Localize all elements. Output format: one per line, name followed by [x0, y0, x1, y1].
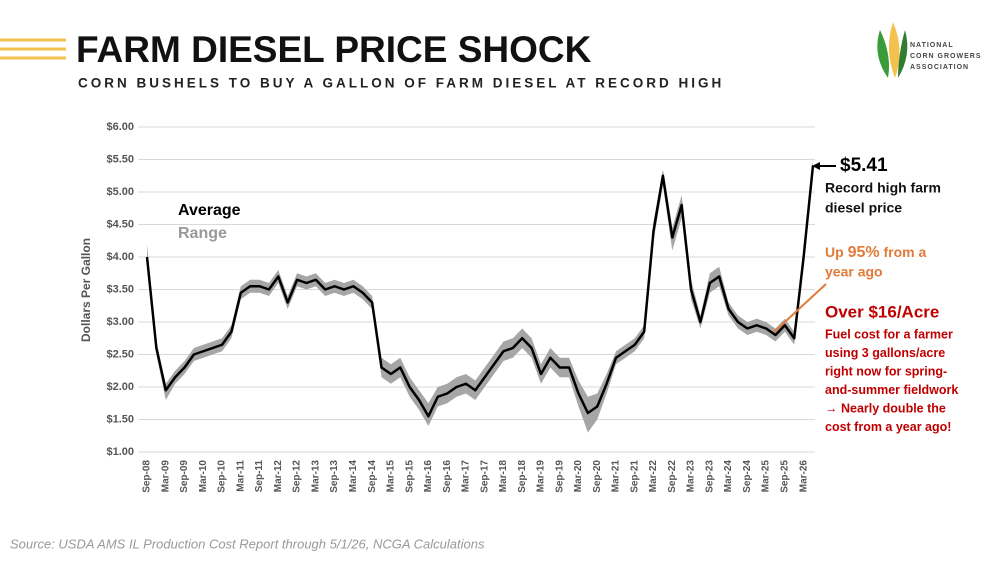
- x-tick-label: Mar-12: [273, 460, 284, 493]
- logo-cob: [888, 22, 900, 78]
- y-tick-label: $5.50: [106, 153, 134, 165]
- subtitle: CORN BUSHELS TO BUY A GALLON OF FARM DIE…: [78, 76, 724, 91]
- annotation-block: Fuel cost for a farmer using 3 gallons/ac…: [825, 327, 958, 434]
- x-tick-label: Mar-16: [423, 460, 434, 493]
- annotation: Up 95% from a: [825, 244, 926, 262]
- pointer: [773, 283, 827, 333]
- x-tick-label: Mar-20: [573, 460, 584, 493]
- x-tick-label: Mar-09: [160, 460, 171, 493]
- x-tick-label: Mar-11: [235, 460, 246, 492]
- x-tick-label: Sep-25: [779, 460, 790, 493]
- x-tick-label: Sep-21: [629, 460, 640, 493]
- x-tick-label: Mar-26: [798, 460, 809, 493]
- y-tick-label: $3.50: [106, 283, 134, 295]
- annotation-part: Up: [825, 244, 848, 260]
- x-tick-label: Mar-23: [686, 460, 697, 493]
- x-tick-label: Sep-10: [217, 460, 228, 493]
- y-tick-label: $5.00: [106, 186, 134, 198]
- y-tick-label: $4.50: [106, 218, 134, 230]
- annotation-line: using 3 gallons/acre: [825, 346, 945, 360]
- annotation: Over $16/Acre: [825, 302, 939, 321]
- annotation: $5.41: [840, 155, 888, 176]
- range-band: [147, 159, 813, 433]
- x-tick-label: Mar-24: [723, 460, 734, 493]
- y-tick-label: $1.00: [106, 446, 134, 458]
- logo-text: CORN GROWERS: [910, 53, 982, 60]
- annotation: diesel price: [825, 200, 902, 216]
- x-tick-label: Mar-21: [611, 460, 622, 493]
- annotation-line: Fuel cost for a farmer: [825, 327, 953, 341]
- x-tick-label: Mar-13: [310, 460, 321, 493]
- x-tick-label: Sep-13: [329, 460, 340, 493]
- title: FARM DIESEL PRICE SHOCK: [76, 29, 592, 70]
- title-bars: [0, 38, 66, 60]
- annotation-line: and-summer fieldwork: [825, 383, 958, 397]
- x-tick-label: Mar-10: [198, 460, 209, 493]
- logo: NATIONAL CORN GROWERS ASSOCIATION: [877, 22, 981, 78]
- plot: $1.00 $1.50 $2.00 $2.50 $3.00 $3.50 $4.00 $4.50…: [106, 121, 815, 493]
- annotation-part: from a: [880, 244, 927, 260]
- logo-text: NATIONAL: [910, 42, 954, 49]
- x-tick-label: Sep-18: [517, 460, 528, 493]
- x-tick-label: Mar-14: [348, 460, 359, 493]
- x-tick-label: Mar-22: [648, 460, 659, 493]
- y-tick-label: $3.00: [106, 316, 134, 328]
- x-tick-label: Sep-16: [442, 460, 453, 493]
- x-tick-label: Sep-15: [404, 460, 415, 493]
- annotation-line: → Nearly double the: [825, 401, 946, 415]
- legend-label: Range: [178, 225, 227, 242]
- x-tick-label: Sep-14: [367, 460, 378, 493]
- x-tick-label: Sep-22: [667, 460, 678, 493]
- x-tick-label: Sep-24: [742, 460, 753, 493]
- annotation-line: cost from a year ago!: [825, 420, 951, 434]
- y-tick-label: $2.50: [106, 348, 134, 360]
- x-tick-label: Sep-17: [479, 460, 490, 493]
- annotation-part: 95%: [848, 244, 880, 261]
- y-tick-label: $1.50: [106, 413, 134, 425]
- x-tick-label: Sep-19: [554, 460, 565, 493]
- x-tick-label: Mar-25: [761, 460, 772, 493]
- x-tick-label: Sep-20: [592, 460, 603, 493]
- y-axis-label: Dollars Per Gallon: [79, 238, 93, 342]
- y-tick-label: $2.00: [106, 381, 134, 393]
- annotation-line: right now for spring-: [825, 364, 947, 378]
- arrow-head: [812, 162, 820, 170]
- x-tick-label: Sep-12: [292, 460, 303, 493]
- legend-label: Average: [178, 202, 241, 219]
- annotation: year ago: [825, 264, 883, 280]
- x-tick-label: Sep-09: [179, 460, 190, 493]
- y-tick-label: $4.00: [106, 251, 134, 263]
- x-tick-label: Mar-17: [461, 460, 472, 493]
- x-tick-label: Mar-18: [498, 460, 509, 493]
- annotation: Record high farm: [825, 180, 941, 196]
- logo-leaf: [877, 30, 889, 78]
- x-tick-label: Sep-08: [142, 460, 153, 493]
- source: Source: USDA AMS IL Production Cost Repo…: [10, 536, 485, 551]
- x-tick-label: Mar-19: [536, 460, 547, 493]
- x-tick-label: Mar-15: [386, 460, 397, 493]
- logo-leaf: [898, 30, 908, 78]
- x-tick-label: Sep-23: [704, 460, 715, 493]
- logo-text: ASSOCIATION: [910, 64, 969, 71]
- x-tick-label: Sep-11: [254, 460, 265, 493]
- y-tick-label: $6.00: [106, 121, 134, 133]
- average-line: [145, 165, 815, 418]
